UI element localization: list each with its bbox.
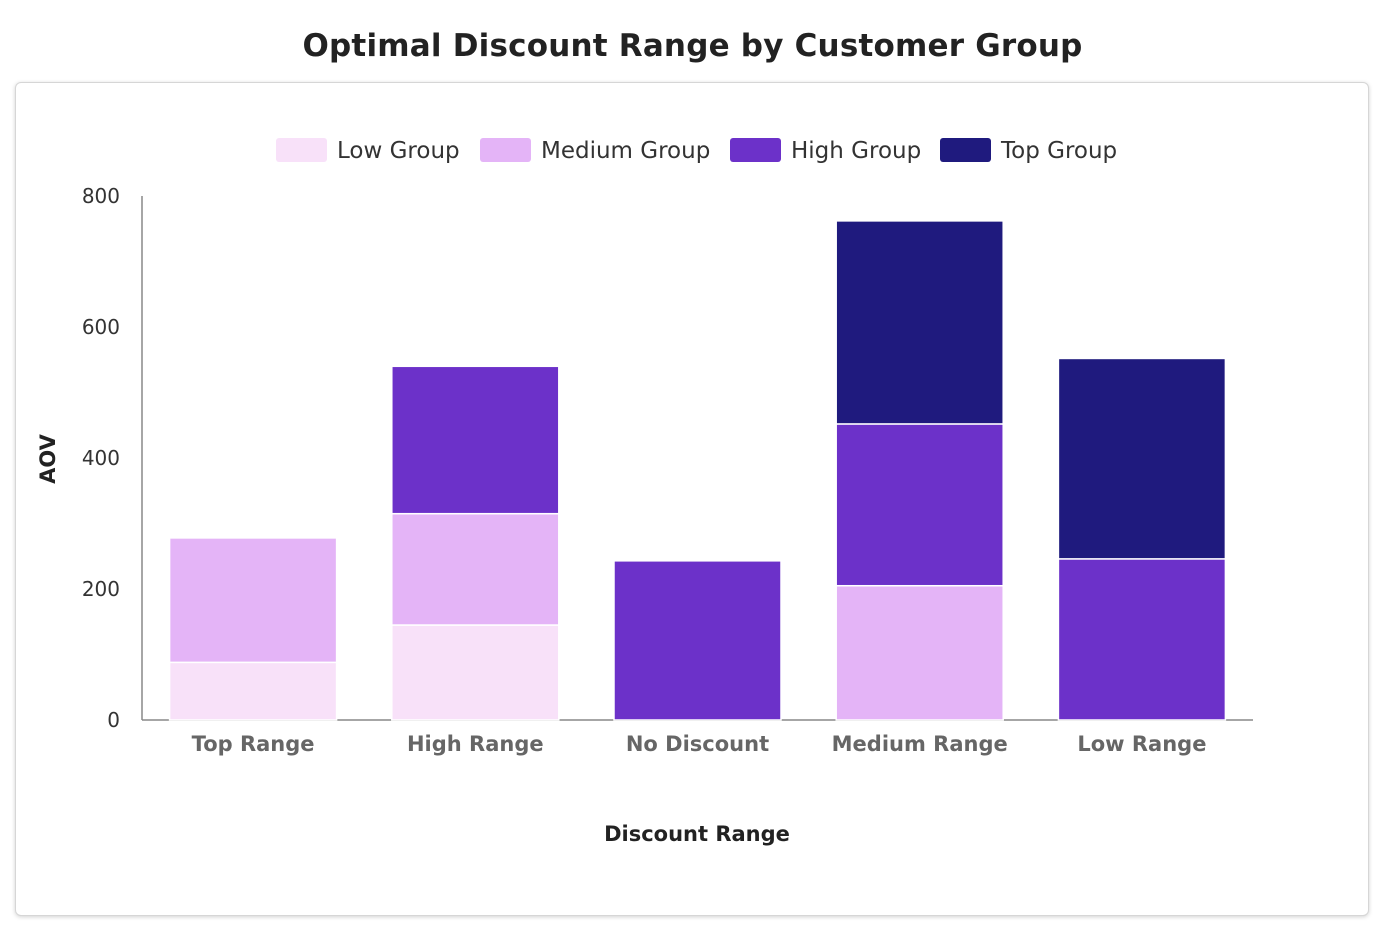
bar-segment <box>168 661 338 721</box>
legend-item[interactable]: High Group <box>730 138 921 164</box>
legend-label: Top Group <box>1000 138 1117 164</box>
x-category-label: No Discount <box>626 732 769 756</box>
legend-item[interactable]: Medium Group <box>480 138 710 164</box>
legend-item[interactable]: Top Group <box>940 138 1117 164</box>
y-tick-label: 800 <box>82 184 120 208</box>
legend-label: Medium Group <box>541 138 710 164</box>
y-tick-labels: 0 200 400 600 800 <box>82 184 120 732</box>
bars <box>168 220 1227 721</box>
x-category-label: Medium Range <box>832 732 1008 756</box>
chart-title: Optimal Discount Range by Customer Group <box>302 28 1083 64</box>
legend-label: Low Group <box>337 138 460 164</box>
legend: Low Group Medium Group High Group Top Group <box>276 138 1117 164</box>
legend-swatch <box>730 138 781 162</box>
bar-segment <box>391 512 560 626</box>
legend-swatch <box>480 138 531 162</box>
x-category-label: Top Range <box>192 732 315 756</box>
bar-segment <box>835 423 1004 587</box>
bar-segment <box>835 584 1004 721</box>
y-axis-title: AOV <box>36 433 60 484</box>
x-axis-title: Discount Range <box>604 822 790 846</box>
bar-segment <box>168 537 338 664</box>
bar-segment <box>1057 357 1227 560</box>
bar-segment <box>1057 558 1227 721</box>
x-category-label: High Range <box>407 732 544 756</box>
legend-item[interactable]: Low Group <box>276 138 460 164</box>
y-tick-label: 400 <box>82 446 120 470</box>
y-tick-label: 200 <box>82 577 120 601</box>
bar-segment <box>391 624 560 721</box>
y-tick-label: 600 <box>82 315 120 339</box>
bar-segment <box>835 220 1004 425</box>
x-category-labels: Top Range High Range No Discount Medium Ran… <box>192 732 1207 756</box>
legend-swatch <box>276 138 327 162</box>
x-category-label: Low Range <box>1077 732 1206 756</box>
bar-segment <box>613 560 782 721</box>
legend-swatch <box>940 138 991 162</box>
legend-label: High Group <box>791 138 921 164</box>
y-tick-label: 0 <box>107 708 120 732</box>
bar-segment <box>391 365 560 515</box>
